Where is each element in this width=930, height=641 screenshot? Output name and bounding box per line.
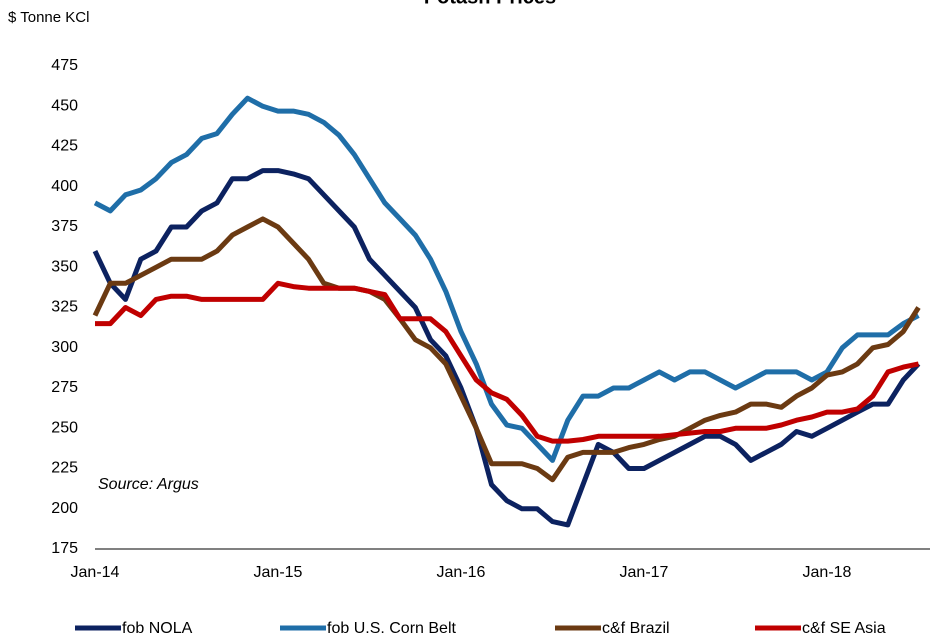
legend-label: fob NOLA [122, 620, 193, 637]
legend-label: c&f Brazil [602, 620, 670, 637]
legend-label: c&f SE Asia [802, 620, 886, 637]
y-tick-label: 175 [51, 540, 78, 557]
y-tick-label: 400 [51, 178, 78, 195]
annotation: Source: Argus [98, 476, 199, 493]
legend-label: fob U.S. Corn Belt [327, 620, 457, 637]
y-tick-label: 475 [51, 57, 78, 74]
x-tick-label: Jan-14 [71, 564, 120, 581]
y-tick-label: 350 [51, 258, 78, 275]
y-tick-label: 300 [51, 339, 78, 356]
y-axis-label: $ Tonne KCl [8, 9, 89, 26]
x-tick-label: Jan-16 [437, 564, 486, 581]
y-tick-label: 200 [51, 500, 78, 517]
x-tick-label: Jan-18 [803, 564, 852, 581]
y-tick-label: 375 [51, 218, 78, 235]
y-tick-label: 275 [51, 379, 78, 396]
line-series [92, 216, 921, 483]
line-series [92, 168, 921, 528]
x-tick-label: Jan-17 [620, 564, 669, 581]
y-tick-label: 425 [51, 138, 78, 155]
line-series [93, 95, 920, 463]
x-tick-label: Jan-15 [254, 564, 303, 581]
y-tick-label: 325 [51, 299, 78, 316]
line-series [95, 280, 920, 444]
y-tick-label: 225 [51, 460, 78, 477]
y-tick-label: 450 [51, 97, 78, 114]
chart-title: Potash Prices [424, 0, 556, 8]
y-tick-label: 250 [51, 419, 78, 436]
